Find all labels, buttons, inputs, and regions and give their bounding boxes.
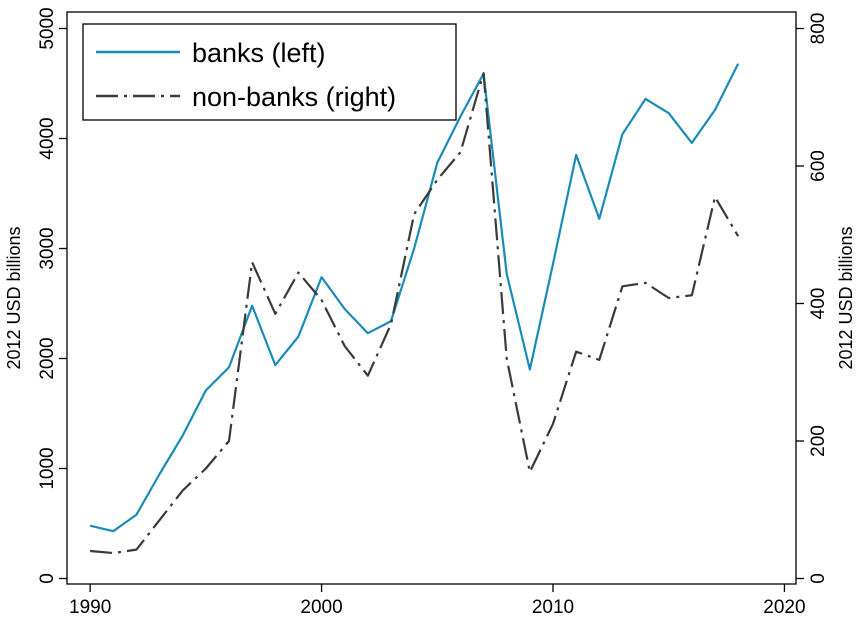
left-tick-label: 1000 bbox=[37, 447, 58, 489]
legend-label-banks: banks (left) bbox=[192, 38, 326, 68]
x-axis: 1990 2000 2010 2020 bbox=[69, 584, 806, 618]
right-tick-label: 200 bbox=[808, 425, 829, 457]
legend-label-non-banks: non-banks (right) bbox=[192, 82, 396, 112]
right-tick-label: 0 bbox=[808, 573, 829, 584]
left-axis-title: 2012 USD billions bbox=[4, 226, 24, 369]
series-line-non-banks bbox=[90, 72, 740, 555]
right-tick-label: 600 bbox=[808, 150, 829, 182]
right-y-axis: 0 200 400 600 800 bbox=[796, 13, 829, 584]
right-axis-title: 2012 USD billions bbox=[836, 226, 856, 369]
x-tick-label: 2010 bbox=[532, 597, 574, 618]
left-tick-label: 4000 bbox=[37, 117, 58, 159]
left-tick-label: 2000 bbox=[37, 337, 58, 379]
left-tick-label: 5000 bbox=[37, 7, 58, 49]
plot-frame bbox=[66, 11, 797, 585]
right-tick-label: 800 bbox=[808, 13, 829, 45]
series-line-banks bbox=[89, 63, 740, 533]
left-tick-label: 3000 bbox=[37, 227, 58, 269]
legend: banks (left) non-banks (right) bbox=[82, 23, 457, 121]
left-tick-label: 0 bbox=[37, 573, 58, 584]
legend-box bbox=[82, 23, 457, 121]
series-layer bbox=[89, 63, 740, 555]
x-tick-label: 2000 bbox=[300, 597, 342, 618]
x-tick-label: 1990 bbox=[69, 597, 111, 618]
right-tick-label: 400 bbox=[808, 288, 829, 320]
x-tick-label: 2020 bbox=[763, 597, 805, 618]
left-y-axis: 0 1000 2000 3000 4000 5000 bbox=[37, 7, 67, 584]
